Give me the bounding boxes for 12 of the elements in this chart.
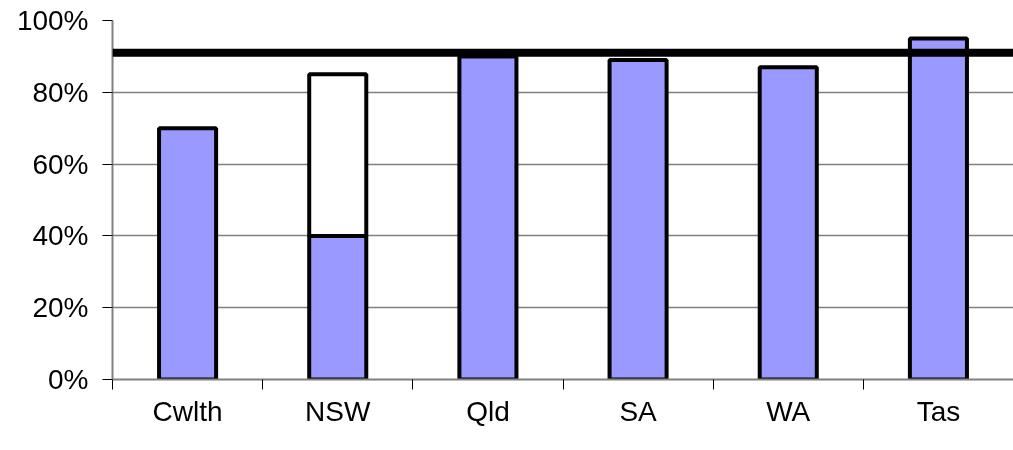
x-tick-label: SA: [619, 395, 658, 427]
x-tick-label: Qld: [466, 395, 510, 427]
x-tick-label: WA: [766, 395, 811, 427]
y-tick-label: 100%: [16, 5, 89, 36]
y-tick-label: 60%: [32, 148, 89, 180]
y-tick-label: 20%: [32, 292, 89, 324]
x-tick-label: Tas: [916, 395, 961, 427]
y-tick-label: 40%: [32, 220, 89, 252]
x-tick-label: NSW: [305, 395, 371, 427]
y-tick-label: 80%: [32, 76, 89, 108]
y-tick-label: 0%: [48, 364, 89, 395]
x-tick-label: Cwlth: [152, 395, 223, 427]
